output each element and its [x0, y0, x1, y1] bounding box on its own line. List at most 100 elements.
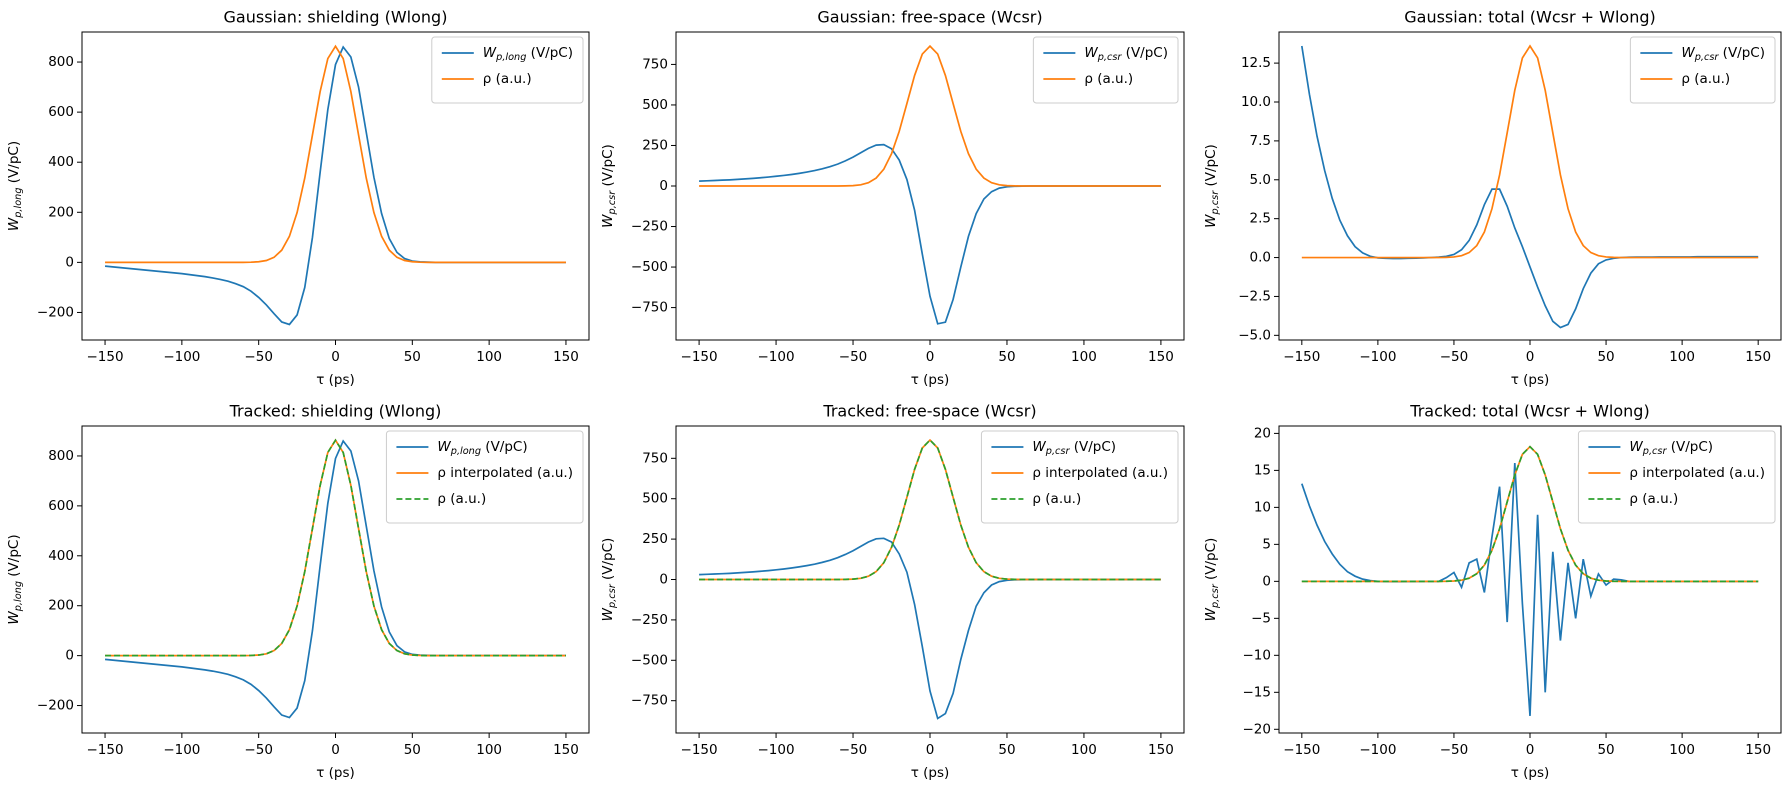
y-tick-label: 250	[642, 137, 668, 153]
y-tick-label: 15	[1254, 462, 1271, 478]
subplot: Tracked: free-space (Wcsr) τ (ps) Wp,csr (…	[600, 402, 1185, 781]
y-tick-label: −10	[1243, 647, 1272, 663]
y-tick-label: 0	[659, 178, 668, 194]
x-axis-label: τ (ps)	[1511, 765, 1550, 781]
legend-label: ρ (a.u.)	[1084, 71, 1133, 87]
y-tick-label: 250	[642, 531, 668, 547]
subplot: Tracked: total (Wcsr + Wlong) τ (ps) Wp,cs…	[1203, 402, 1782, 781]
axes-frame	[81, 31, 590, 341]
subplot: Gaussian: shielding (Wlong) τ (ps) Wp,long…	[6, 8, 590, 388]
legend: Wp,csr (V/pC) ρ interpolated (a.u.) ρ (a.u…	[1577, 430, 1776, 524]
y-tick-label: −500	[631, 652, 668, 668]
x-tick-label: 50	[1597, 349, 1614, 365]
legend-label: Wp,csr (V/pC)	[1032, 439, 1116, 457]
x-tick-label: −100	[163, 742, 200, 758]
x-tick-label: 150	[1148, 742, 1174, 758]
series-line	[699, 438, 1161, 581]
y-tick-label: 600	[48, 498, 74, 514]
x-axis-label: τ (ps)	[911, 765, 950, 781]
y-axis-label: Wp,long (V/pC)	[6, 534, 24, 624]
subplot: Tracked: shielding (Wlong) τ (ps) Wp,long …	[6, 402, 590, 781]
x-tick-label: −100	[163, 349, 200, 365]
x-tick-label: 150	[1745, 742, 1771, 758]
legend-label: ρ (a.u.)	[1032, 491, 1081, 507]
y-tick-label: −250	[631, 219, 668, 235]
series-line	[105, 438, 566, 657]
x-tick-label: 100	[476, 742, 502, 758]
legend: Wp,csr (V/pC) ρ (a.u.)	[1629, 36, 1776, 104]
legend: Wp,csr (V/pC) ρ interpolated (a.u.) ρ (a.u…	[980, 430, 1179, 524]
x-tick-label: −50	[244, 349, 273, 365]
x-tick-label: 0	[1526, 742, 1535, 758]
y-tick-label: 750	[642, 450, 668, 466]
series-line	[105, 44, 566, 264]
legend-label: Wp,long (V/pC)	[437, 439, 527, 457]
legend-label: Wp,long (V/pC)	[483, 45, 573, 63]
x-tick-label: 100	[476, 349, 502, 365]
subplot-title: Tracked: shielding (Wlong)	[229, 402, 442, 421]
legend-label: ρ interpolated (a.u.)	[1629, 465, 1765, 481]
y-tick-label: 10	[1254, 499, 1271, 515]
legend-label: ρ (a.u.)	[483, 71, 532, 87]
x-axis-label: τ (ps)	[316, 765, 355, 781]
y-tick-label: −20	[1243, 721, 1272, 737]
x-tick-label: 50	[404, 742, 421, 758]
x-axis-label: τ (ps)	[316, 372, 355, 388]
y-tick-label: −5	[1251, 610, 1271, 626]
x-tick-label: 50	[1597, 742, 1614, 758]
legend-box	[385, 430, 584, 524]
y-tick-label: 750	[642, 56, 668, 72]
axes-frame	[675, 425, 1185, 734]
x-tick-label: 150	[553, 349, 579, 365]
y-tick-label: 200	[48, 204, 74, 220]
y-tick-label: 0	[1262, 573, 1271, 589]
y-tick-label: 0	[659, 572, 668, 588]
y-tick-label: 0	[65, 254, 74, 270]
axes-frame	[81, 425, 590, 734]
y-tick-label: 500	[642, 97, 668, 113]
x-tick-label: 0	[331, 349, 340, 365]
x-tick-label: −150	[1283, 742, 1320, 758]
y-tick-label: 600	[48, 104, 74, 120]
legend-label: ρ (a.u.)	[1681, 71, 1730, 87]
y-axis-label: Wp,csr (V/pC)	[1203, 538, 1221, 622]
y-axis-label: Wp,csr (V/pC)	[1203, 144, 1221, 228]
legend: Wp,long (V/pC) ρ (a.u.)	[431, 36, 584, 104]
x-tick-label: −150	[86, 349, 123, 365]
subplot-title: Gaussian: shielding (Wlong)	[224, 8, 448, 27]
x-tick-label: 100	[1669, 349, 1695, 365]
legend: Wp,long (V/pC) ρ interpolated (a.u.) ρ (a.…	[385, 430, 584, 524]
x-axis-label: τ (ps)	[1511, 372, 1550, 388]
x-tick-label: −100	[758, 349, 795, 365]
x-tick-label: −150	[1283, 349, 1320, 365]
y-tick-label: 800	[48, 54, 74, 70]
y-tick-label: 200	[48, 598, 74, 614]
x-tick-label: 50	[404, 349, 421, 365]
y-tick-label: −15	[1243, 684, 1272, 700]
x-tick-label: 150	[553, 742, 579, 758]
legend-label: Wp,csr (V/pC)	[1681, 45, 1765, 63]
y-tick-label: −750	[631, 300, 668, 316]
series-line	[1301, 44, 1759, 259]
x-tick-label: −150	[681, 742, 718, 758]
y-tick-label: 20	[1254, 425, 1271, 441]
x-tick-label: 0	[926, 349, 935, 365]
legend-label: ρ (a.u.)	[1629, 491, 1678, 507]
legend: Wp,csr (V/pC) ρ (a.u.)	[1032, 36, 1179, 104]
x-tick-label: −100	[758, 742, 795, 758]
legend-label: ρ (a.u.)	[437, 491, 486, 507]
subplot-title: Gaussian: free-space (Wcsr)	[817, 8, 1042, 27]
y-tick-label: 500	[642, 491, 668, 507]
x-tick-label: 50	[998, 349, 1015, 365]
x-tick-label: 0	[331, 742, 340, 758]
x-tick-label: 100	[1071, 742, 1097, 758]
axes-frame	[675, 31, 1185, 341]
y-tick-label: −200	[37, 304, 74, 320]
axes-frame	[1278, 31, 1782, 341]
y-tick-label: −200	[37, 698, 74, 714]
series-line	[699, 537, 1161, 720]
x-tick-label: −50	[1440, 742, 1469, 758]
y-tick-label: 7.5	[1250, 133, 1271, 149]
x-tick-label: 50	[998, 742, 1015, 758]
